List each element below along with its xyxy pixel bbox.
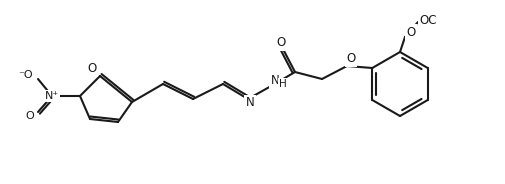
Text: ⁻O: ⁻O [19, 70, 33, 80]
Text: O: O [276, 36, 286, 49]
Text: N⁺: N⁺ [45, 91, 59, 101]
Text: H: H [279, 79, 287, 89]
Text: O: O [407, 26, 416, 38]
Text: N: N [271, 75, 279, 88]
Text: OC: OC [419, 13, 437, 26]
Text: O: O [26, 111, 34, 121]
Text: O: O [346, 52, 356, 66]
Text: O: O [87, 63, 96, 75]
Text: N: N [245, 96, 255, 109]
